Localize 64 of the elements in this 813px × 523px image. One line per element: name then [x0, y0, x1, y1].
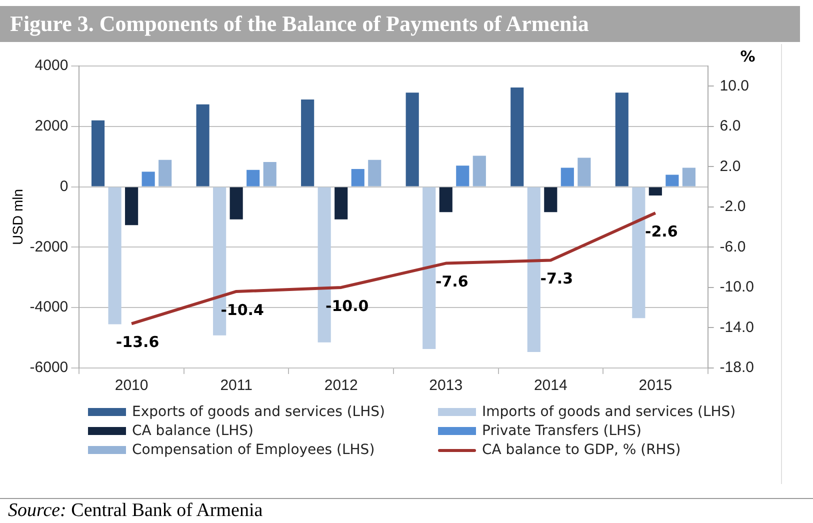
- x-tick-label: 2012: [324, 377, 358, 394]
- chart-title: Figure 3. Components of the Balance of Payments of Armenia: [0, 6, 800, 42]
- y2-tick-label: -2.0: [720, 198, 746, 216]
- bar: [108, 187, 122, 324]
- bar: [230, 187, 243, 220]
- y2-tick-label: 10.0: [720, 77, 750, 94]
- y2-axis-title: %: [740, 47, 756, 66]
- bar: [472, 156, 486, 186]
- bar: [544, 187, 558, 212]
- y2-tick-label: -14.0: [720, 318, 754, 336]
- bar: [456, 166, 470, 186]
- data-label: -2.6: [645, 222, 678, 240]
- y-tick-label: -6000: [30, 359, 68, 376]
- x-tick-label: 2015: [638, 377, 672, 394]
- data-label: -13.6: [116, 333, 160, 352]
- y2-tick-label: -10.0: [720, 278, 754, 296]
- data-label: -10.0: [325, 296, 369, 315]
- y-tick-label: 4000: [34, 57, 68, 74]
- bar: [246, 170, 260, 186]
- x-tick-label: 2011: [220, 377, 252, 394]
- source-note: Source: Central Bank of Armenia: [8, 500, 263, 522]
- y2-tick-label: -6.0: [720, 238, 746, 256]
- y-tick-label: -2000: [30, 238, 68, 256]
- y-tick-label: 2000: [34, 118, 68, 135]
- bar: [527, 187, 540, 352]
- y-tick-label: 0: [60, 178, 68, 195]
- legend-label: Imports of goods and services (LHS): [482, 404, 736, 420]
- data-label: -10.4: [220, 300, 264, 319]
- x-tick-label: 2014: [534, 377, 568, 394]
- bar: [142, 172, 155, 186]
- data-label: -7.3: [540, 270, 574, 288]
- bar: [406, 92, 419, 186]
- bar: [560, 168, 574, 186]
- y2-tick-label: 6.0: [720, 118, 741, 135]
- bar: [648, 187, 662, 196]
- bar: [196, 104, 210, 186]
- y-tick-label: -4000: [30, 298, 68, 316]
- bar: [334, 187, 348, 220]
- bar: [351, 168, 364, 186]
- y2-tick-label: -18.0: [720, 359, 754, 376]
- bar: [682, 168, 696, 186]
- bar: [666, 174, 679, 186]
- bar: [91, 120, 105, 186]
- bar: [125, 187, 138, 226]
- y-axis-title: USD mln: [9, 188, 26, 246]
- x-tick-label: 2013: [429, 377, 463, 394]
- legend-label: Private Transfers (LHS): [482, 423, 642, 439]
- bar: [263, 162, 276, 186]
- bar: [422, 187, 436, 349]
- bar: [578, 158, 591, 186]
- bar: [158, 160, 172, 186]
- x-tick-label: 2010: [114, 377, 148, 394]
- bar: [510, 87, 524, 186]
- bar: [368, 160, 382, 186]
- y2-tick-label: 2.0: [720, 158, 741, 175]
- bar: [439, 187, 452, 212]
- legend-label: Compensation of Employees (LHS): [132, 442, 375, 458]
- bar: [615, 92, 628, 186]
- legend-label: CA balance to GDP, % (RHS): [482, 442, 681, 458]
- bar: [301, 100, 314, 186]
- legend-label: CA balance (LHS): [132, 423, 254, 439]
- bar: [632, 187, 646, 318]
- data-label: -7.6: [435, 272, 468, 291]
- legend-label: Exports of goods and services (LHS): [132, 404, 385, 420]
